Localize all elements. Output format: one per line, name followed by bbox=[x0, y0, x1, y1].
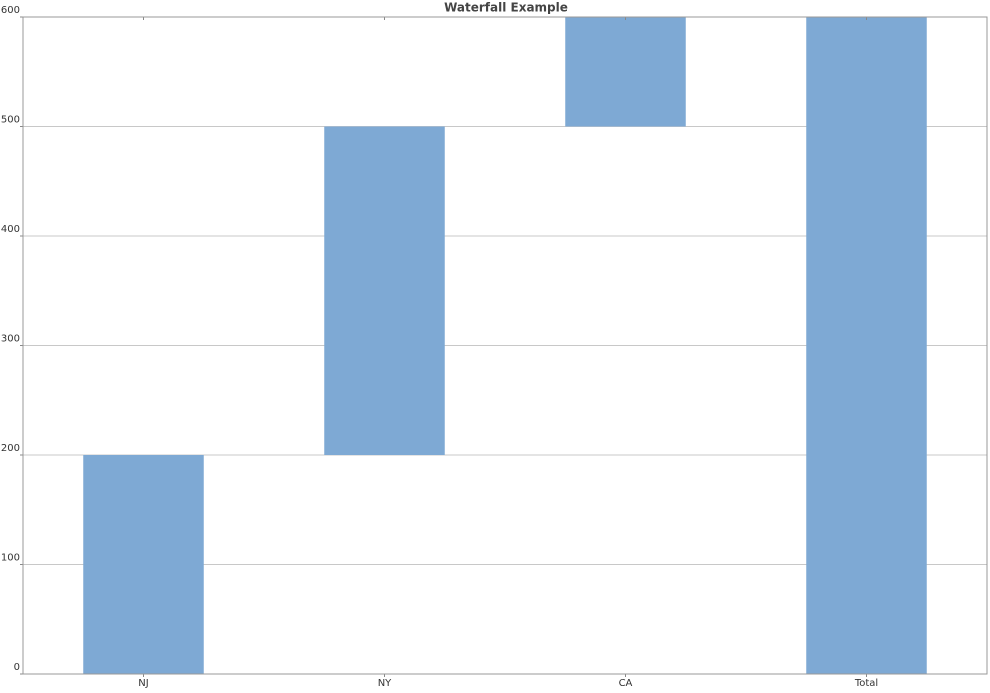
x-tick-label: NY bbox=[378, 678, 392, 689]
x-tick-label: NJ bbox=[138, 678, 148, 689]
y-tick-label: 400 bbox=[1, 224, 20, 235]
y-tick-label: 100 bbox=[1, 553, 20, 564]
plot-border bbox=[22, 16, 988, 675]
y-tick-label: 0 bbox=[14, 662, 20, 673]
x-tick-label: Total bbox=[854, 678, 878, 689]
x-tick-label: CA bbox=[619, 678, 633, 689]
bar bbox=[324, 126, 445, 455]
y-tick-label: 300 bbox=[1, 334, 20, 345]
bars bbox=[83, 17, 927, 674]
y-tick-label: 600 bbox=[1, 5, 20, 16]
bar bbox=[565, 17, 686, 127]
y-tick-label: 200 bbox=[1, 443, 20, 454]
bar bbox=[806, 17, 927, 674]
y-tick-label: 500 bbox=[1, 115, 20, 126]
bar bbox=[83, 455, 204, 674]
chart-title: Waterfall Example bbox=[444, 1, 568, 15]
